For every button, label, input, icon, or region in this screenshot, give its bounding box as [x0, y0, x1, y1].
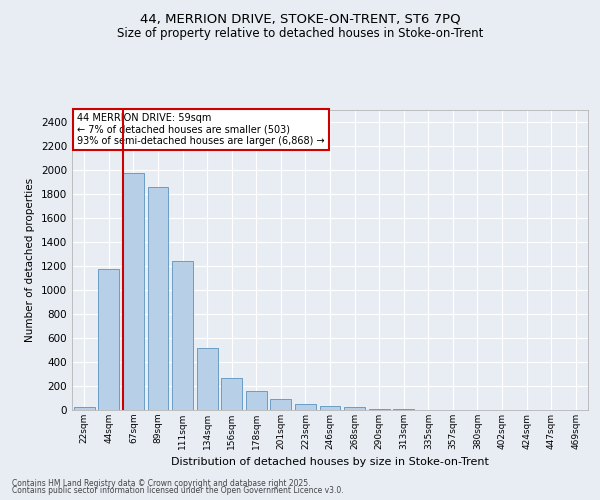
- Bar: [246, 392, 267, 410]
- Bar: [74, 407, 95, 410]
- Bar: [148, 188, 169, 410]
- Bar: [320, 406, 340, 410]
- Bar: [172, 260, 193, 410]
- Text: 44 MERRION DRIVE: 59sqm
← 7% of detached houses are smaller (503)
93% of semi-de: 44 MERRION DRIVE: 59sqm ← 7% of detached…: [77, 113, 325, 146]
- Text: Size of property relative to detached houses in Stoke-on-Trent: Size of property relative to detached ho…: [117, 28, 483, 40]
- Text: Contains public sector information licensed under the Open Government Licence v3: Contains public sector information licen…: [12, 486, 344, 495]
- Bar: [295, 404, 316, 410]
- Bar: [98, 269, 119, 410]
- Bar: [344, 406, 365, 410]
- Bar: [271, 399, 292, 410]
- Bar: [221, 378, 242, 410]
- Text: 44, MERRION DRIVE, STOKE-ON-TRENT, ST6 7PQ: 44, MERRION DRIVE, STOKE-ON-TRENT, ST6 7…: [140, 12, 460, 26]
- Bar: [123, 173, 144, 410]
- Bar: [368, 409, 389, 410]
- Bar: [197, 348, 218, 410]
- X-axis label: Distribution of detached houses by size in Stoke-on-Trent: Distribution of detached houses by size …: [171, 458, 489, 468]
- Text: Contains HM Land Registry data © Crown copyright and database right 2025.: Contains HM Land Registry data © Crown c…: [12, 478, 311, 488]
- Y-axis label: Number of detached properties: Number of detached properties: [25, 178, 35, 342]
